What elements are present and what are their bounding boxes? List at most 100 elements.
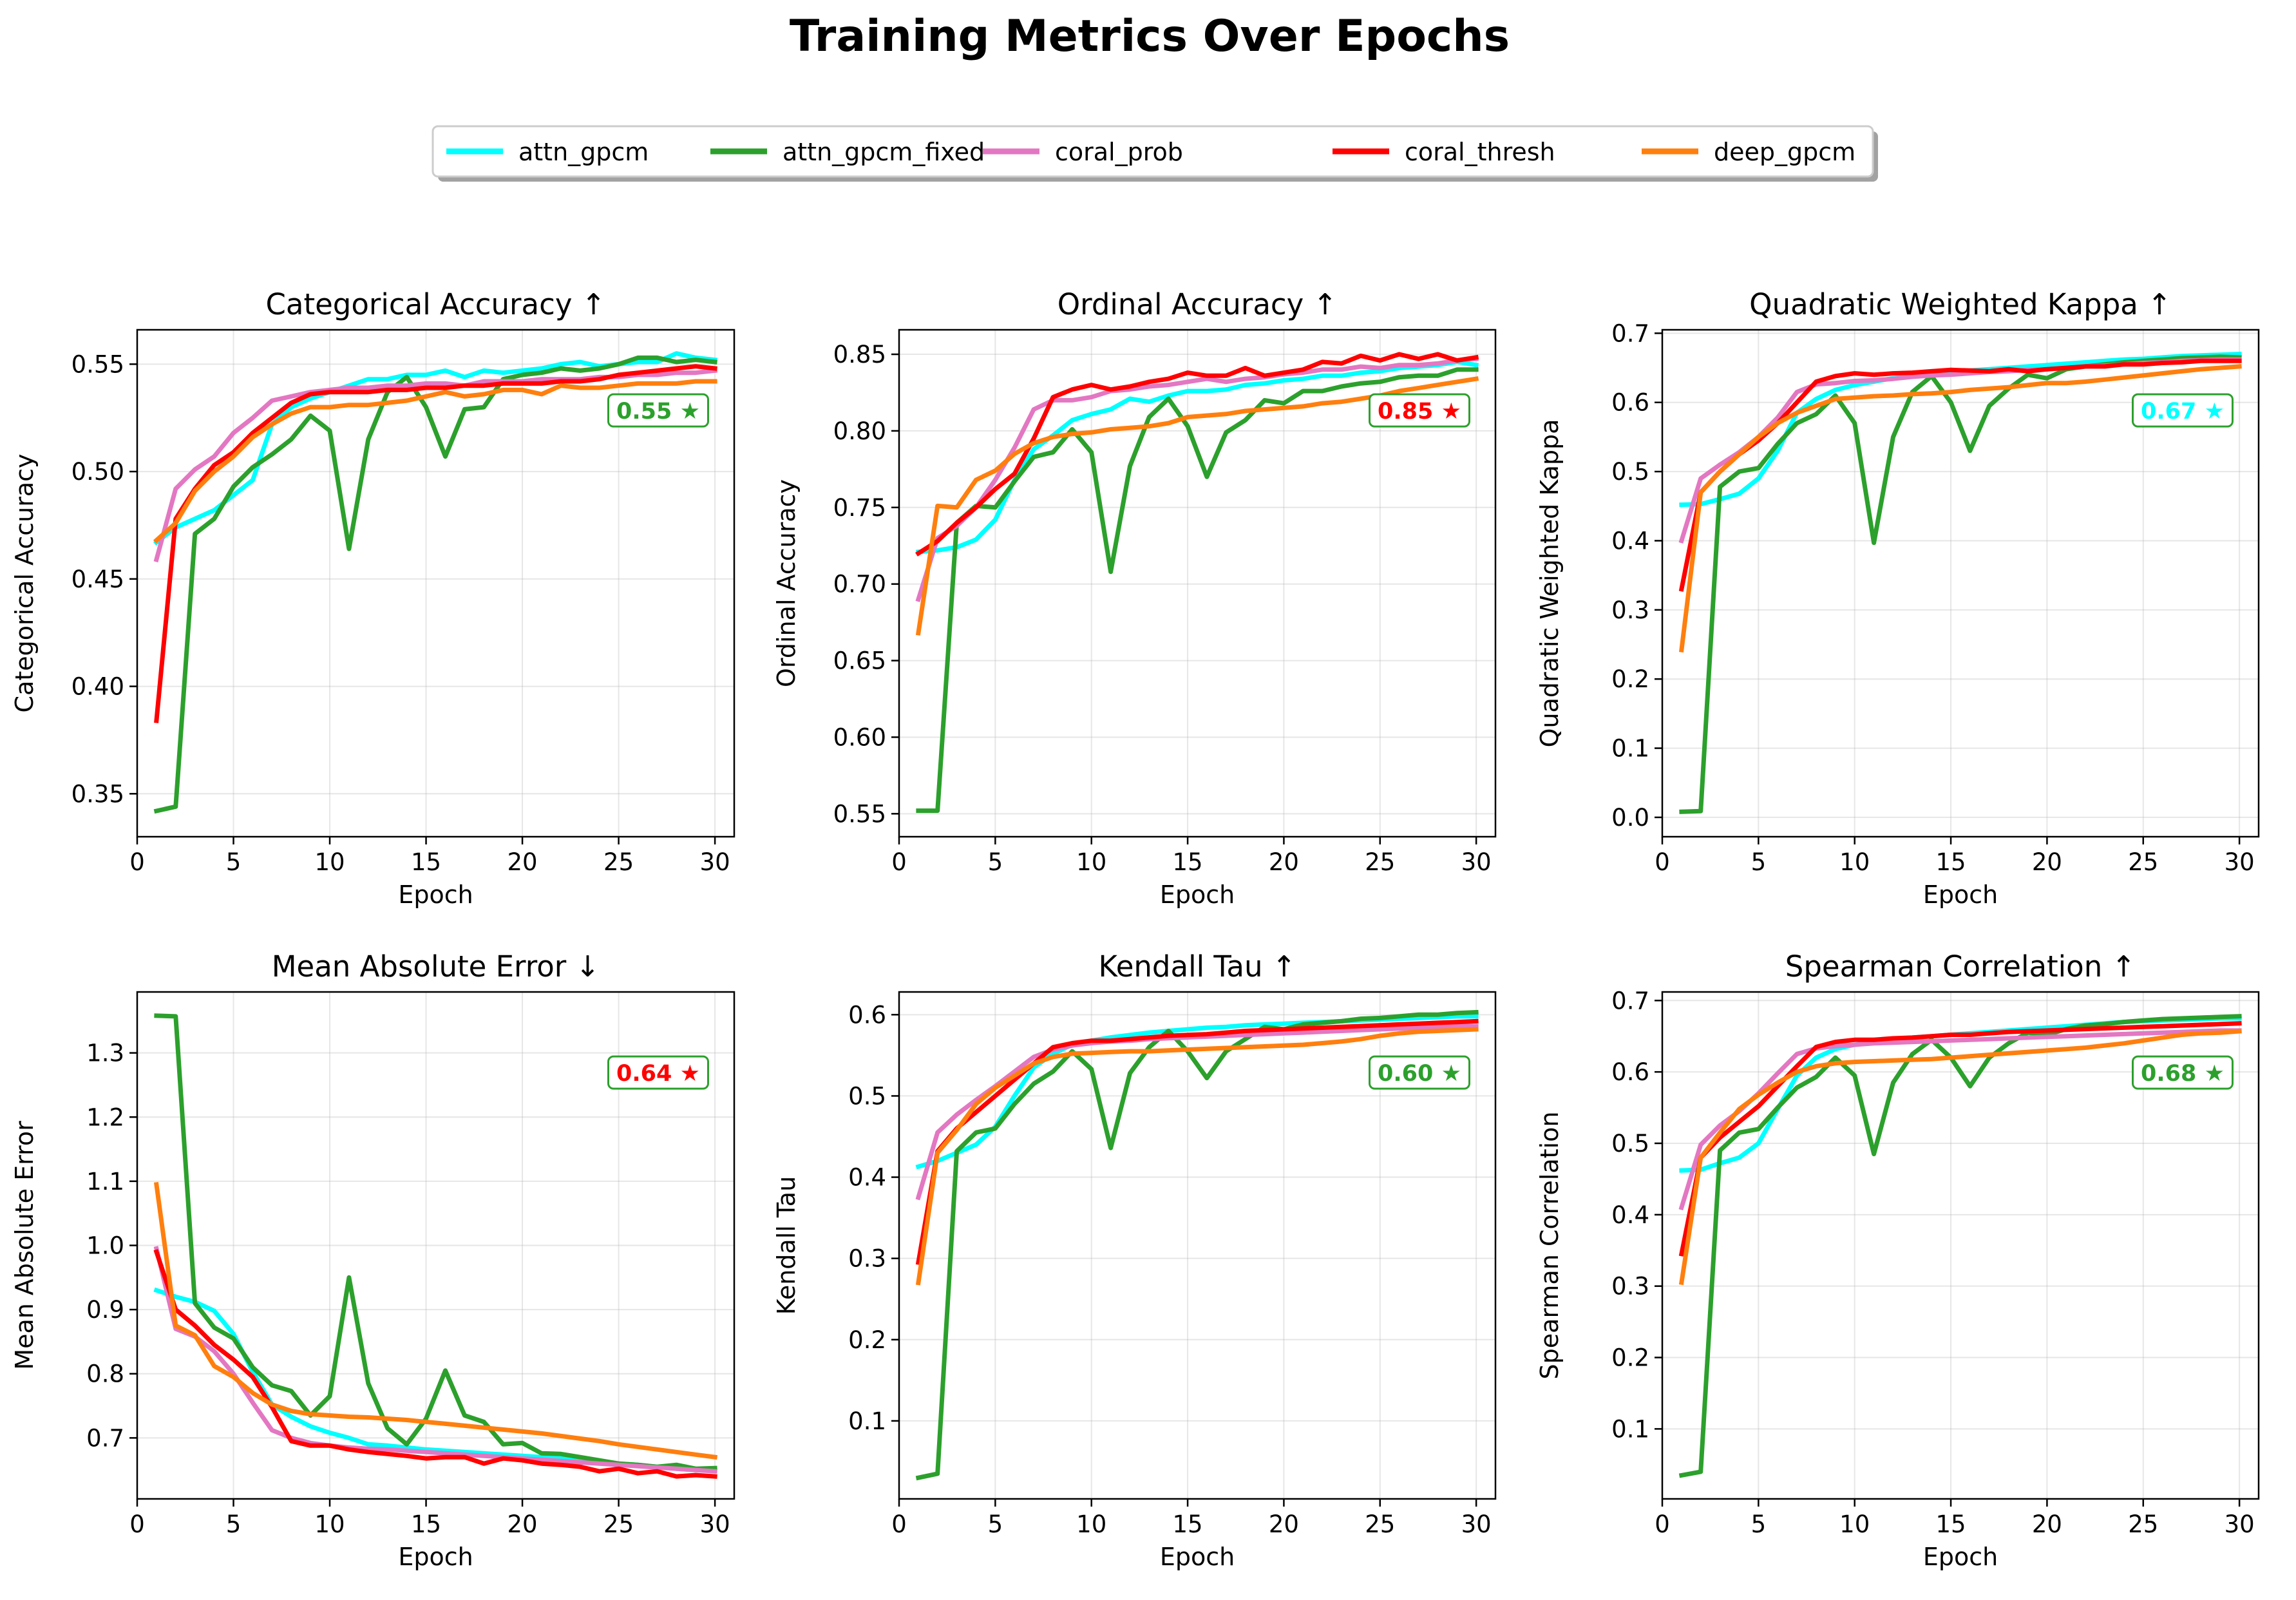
x-tick-label: 30 [2225, 1510, 2255, 1538]
x-tick-label: 0 [1655, 1510, 1670, 1538]
x-tick-label: 20 [1269, 848, 1299, 876]
x-tick-label: 30 [1461, 1510, 1492, 1538]
best-value-label: 0.55 ★ [616, 399, 700, 424]
subplot-categorical-accuracy: 0 5 10 15 20 25 30 0.35 0.40 0.45 0.50 0.55 Categori… [10, 287, 735, 909]
x-tick-label: 20 [2032, 848, 2062, 876]
x-tick-label: 15 [1173, 1510, 1203, 1538]
y-tick-label: 0.6 [1611, 1058, 1649, 1086]
x-tick-label: 0 [129, 1510, 145, 1538]
y-axis-label: Mean Absolute Error [10, 1121, 39, 1370]
x-tick-label: 5 [988, 1510, 1003, 1538]
x-tick-label: 0 [1655, 848, 1670, 876]
series-line-coral-thresh [1678, 1021, 2242, 1257]
best-value-badge [1369, 393, 1470, 428]
x-tick-label: 10 [1076, 1510, 1106, 1538]
series-line-coral-thresh [915, 352, 1479, 557]
y-tick-label: 0.9 [86, 1296, 124, 1324]
y-tick-label: 0.8 [86, 1360, 124, 1388]
x-tick-label: 20 [2032, 1510, 2062, 1538]
y-tick-label: 0.1 [848, 1407, 886, 1435]
subplot-title: Mean Absolute Error ↓ [272, 949, 600, 984]
x-tick-label: 15 [411, 1510, 441, 1538]
subplot-title: Ordinal Accuracy ↑ [1058, 287, 1338, 321]
y-tick-label: 0.55 [71, 350, 124, 378]
figure-title: Training Metrics Over Epochs [790, 11, 1510, 62]
x-axis-label: Epoch [1923, 881, 1998, 909]
legend: attn_gpcm attn_gpcm_fixed coral_prob coral_… [432, 125, 1878, 182]
subplot-title: Quadratic Weighted Kappa ↑ [1749, 287, 2172, 321]
x-tick-label: 25 [603, 848, 634, 876]
y-axis-label: Ordinal Accuracy [772, 479, 801, 687]
y-axis-label: Categorical Accuracy [10, 454, 39, 713]
series-line-coral-thresh [153, 1249, 717, 1479]
subplot-ordinal-accuracy: 0 5 10 15 20 25 30 0.55 0.60 0.65 0.70 0.75 0.80 0.85… [772, 287, 1497, 909]
y-tick-label: 0.1 [1611, 1415, 1649, 1443]
series-line-deep-gpcm [153, 1181, 718, 1460]
y-tick-label: 0.5 [848, 1082, 886, 1110]
y-tick-label: 0.3 [1611, 1273, 1649, 1300]
series-line-attn-gpcm-fixed [916, 367, 1479, 814]
y-axis-label: Kendall Tau [772, 1176, 801, 1315]
x-axis-label: Epoch [1160, 881, 1235, 909]
x-tick-label: 0 [891, 848, 907, 876]
x-tick-label: 25 [2128, 848, 2158, 876]
axes-frame [898, 991, 1497, 1500]
best-value-badge [607, 1055, 709, 1090]
y-tick-label: 0.7 [1611, 319, 1649, 347]
y-tick-label: 0.75 [833, 494, 886, 522]
y-axis-label: Spearman Correlation [1535, 1112, 1564, 1380]
best-value-badge [607, 393, 709, 428]
x-tick-label: 10 [1839, 1510, 1870, 1538]
series-line-attn-gpcm-fixed [153, 355, 717, 814]
y-tick-label: 0.2 [1611, 665, 1649, 693]
x-tick-label: 10 [314, 848, 345, 876]
y-tick-label: 0.5 [1611, 1130, 1649, 1157]
axes-frame [1661, 991, 2260, 1500]
subplot-kendall-tau: 0 5 10 15 20 25 30 0.1 0.2 0.3 0.4 0.5 0.6 Kendall Ta… [772, 949, 1497, 1571]
x-tick-label: 25 [2128, 1510, 2158, 1538]
y-tick-label: 0.6 [848, 1001, 886, 1029]
legend-label-attn-gpcm-fixed: attn_gpcm_fixed [783, 138, 985, 166]
series-line-coral-thresh [154, 364, 717, 723]
best-value-label: 0.60 ★ [1378, 1061, 1461, 1087]
x-tick-label: 10 [314, 1510, 345, 1538]
subplot-mean-absolute-error: 0 5 10 15 20 25 30 0.7 0.8 0.9 1.0 1.1 1.2 1.3 Mean Ab… [10, 949, 735, 1571]
x-tick-label: 5 [1751, 1510, 1767, 1538]
y-tick-label: 0.55 [833, 800, 886, 828]
y-tick-label: 0.3 [848, 1245, 886, 1273]
series-line-attn-gpcm-fixed [1678, 1014, 2242, 1478]
subplots: 0 5 10 15 20 25 300.350.400.450.500.55Categori… [10, 287, 2260, 1571]
legend-label-deep-gpcm: deep_gpcm [1714, 138, 1855, 166]
series-line-coral-prob [153, 1246, 717, 1474]
y-tick-label: 1.2 [86, 1103, 124, 1131]
x-tick-label: 15 [411, 848, 441, 876]
subplot-spearman-correlation: 0 5 10 15 20 25 30 0.1 0.2 0.3 0.4 0.5 0.6 0.7 Spearma… [1535, 949, 2260, 1571]
series-line-deep-gpcm [915, 1027, 1479, 1286]
y-tick-label: 0.6 [1611, 389, 1649, 417]
y-tick-label: 0.85 [833, 341, 886, 368]
y-tick-label: 0.5 [1611, 458, 1649, 486]
x-tick-label: 0 [891, 1510, 907, 1538]
x-tick-label: 30 [700, 848, 730, 876]
axes-frame [1661, 329, 2260, 838]
series-line-coral-prob [915, 356, 1479, 602]
y-tick-label: 0.70 [833, 571, 886, 598]
x-tick-label: 20 [508, 1510, 538, 1538]
series-line-deep-gpcm [153, 379, 717, 544]
best-value-badge [2132, 1055, 2234, 1090]
y-tick-label: 1.1 [86, 1168, 124, 1195]
x-tick-label: 5 [988, 848, 1003, 876]
x-tick-label: 30 [700, 1510, 730, 1538]
subplot-title: Categorical Accuracy ↑ [265, 287, 605, 321]
x-tick-label: 5 [1751, 848, 1767, 876]
y-tick-label: 0.80 [833, 417, 886, 445]
y-axis-label: Quadratic Weighted Kappa [1535, 419, 1564, 748]
y-tick-label: 0.4 [1611, 1201, 1649, 1229]
series-line-deep-gpcm [1678, 1029, 2242, 1286]
legend-frame [432, 125, 1874, 178]
x-tick-label: 25 [1365, 1510, 1395, 1538]
y-tick-label: 0.3 [1611, 596, 1649, 624]
best-value-badge [1369, 1055, 1470, 1090]
best-value-label: 0.64 ★ [616, 1061, 700, 1087]
y-tick-label: 0.65 [833, 647, 886, 675]
